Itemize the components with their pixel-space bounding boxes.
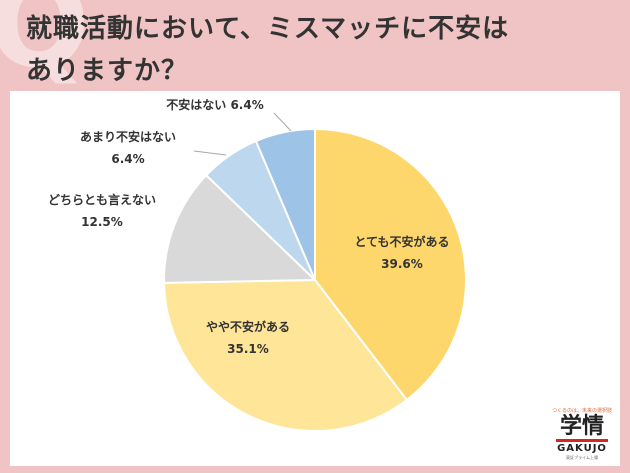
pie-slice-1 [314,127,467,402]
gakujo-logo: つくるのは、未来の選択肢 学情 GAKUJO 東証プライム上場 [552,407,612,461]
slice-label-5: 不安はない 6.4% [166,97,263,112]
title-line-2: ありますか？ [26,56,189,86]
logo-sub: 東証プライム上場 [566,455,598,460]
pie-slice-3 [163,173,318,284]
slice-label-1: とても不安がある 39.6% [354,234,449,271]
leader-line-4 [193,150,227,156]
leader-line-5 [273,112,292,132]
slice-label-4: あまり不安はない 6.4% [80,129,176,166]
decorative-q-glyph: Q [0,0,91,95]
logo-mark: 学情 [559,413,604,439]
pie-slice-2 [163,278,409,432]
logo-name: GAKUJO [557,443,607,454]
chart-panel: とても不安がある 39.6% やや不安がある 35.1% どちらとも言えない 12.5% あ… [10,91,620,466]
pie-chart: とても不安がある 39.6% やや不安がある 35.1% どちらとも言えない 12.5% あ… [48,97,467,432]
logo-bar [556,439,608,442]
pie-slices [163,127,467,432]
title-line-1: 就職活動において、ミスマッチに不安は [26,14,510,44]
pie-slice-5 [254,127,316,281]
logo-tagline: つくるのは、未来の選択肢 [552,408,612,414]
slice-label-3: どちらとも言えない 12.5% [48,192,156,229]
slice-label-2: やや不安がある 35.1% [206,319,290,356]
page-title: 就職活動において、ミスマッチに不安は ありますか？ [26,8,616,92]
